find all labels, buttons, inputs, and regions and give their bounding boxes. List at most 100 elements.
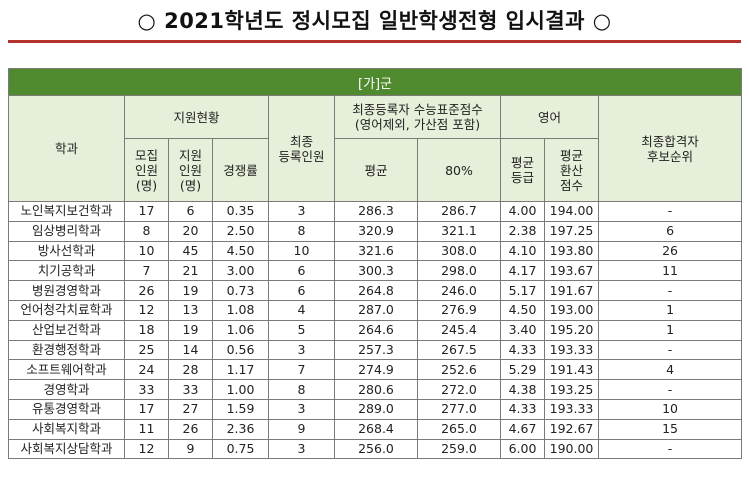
table-row: 언어청각치료학과 12 13 1.08 4 287.0 276.9 4.50 193.00 1 — [8, 299, 743, 321]
cell-dept: 치기공학과 — [8, 260, 125, 282]
cell-eng-score: 193.67 — [544, 260, 599, 282]
cell-eng-score: 195.20 — [544, 319, 599, 341]
cell-csat-80: 298.0 — [417, 260, 501, 282]
cell-eng-grade: 4.50 — [500, 299, 545, 321]
table-row: 임상병리학과 8 20 2.50 8 320.9 321.1 2.38 197.25 6 — [8, 220, 743, 242]
cell-enrolled: 3 — [268, 339, 335, 361]
table-row: 방사선학과 10 45 4.50 10 321.6 308.0 4.10 193.80 26 — [8, 240, 743, 262]
cell-csat-avg: 257.3 — [334, 339, 418, 361]
cell-enrolled: 7 — [268, 359, 335, 381]
cell-csat-avg: 287.0 — [334, 299, 418, 321]
cell-eng-grade: 4.67 — [500, 418, 545, 440]
cell-applicants: 19 — [168, 280, 213, 301]
cell-applicants: 28 — [168, 359, 213, 381]
cell-csat-avg: 280.6 — [334, 379, 418, 400]
cell-csat-avg: 264.8 — [334, 280, 418, 301]
cell-csat-80: 245.4 — [417, 319, 501, 341]
cell-eng-grade: 4.17 — [500, 260, 545, 282]
cell-csat-avg: 286.3 — [334, 201, 418, 222]
cell-recruit: 11 — [124, 418, 169, 440]
cell-csat-80: 308.0 — [417, 240, 501, 262]
header-enrolled: 최종 등록인원 — [268, 95, 335, 202]
table-row: 소프트웨어학과 24 28 1.17 7 274.9 252.6 5.29 191.43 4 — [8, 359, 743, 381]
cell-eng-grade: 4.33 — [500, 398, 545, 420]
cell-csat-avg: 268.4 — [334, 418, 418, 440]
cell-ratio: 1.08 — [212, 299, 269, 321]
cell-applicants: 45 — [168, 240, 213, 262]
cell-waitlist: 6 — [597, 220, 743, 242]
cell-recruit: 33 — [124, 379, 169, 400]
cell-csat-80: 272.0 — [417, 379, 501, 400]
cell-recruit: 12 — [124, 299, 169, 321]
cell-applicants: 13 — [168, 299, 213, 321]
cell-recruit: 26 — [124, 280, 169, 301]
cell-waitlist: 1 — [597, 319, 743, 341]
cell-waitlist: 15 — [597, 418, 743, 440]
cell-waitlist: 1 — [597, 299, 743, 321]
cell-dept: 환경행정학과 — [8, 339, 125, 361]
cell-csat-80: 286.7 — [417, 201, 501, 222]
cell-waitlist: 10 — [597, 398, 743, 420]
cell-enrolled: 6 — [268, 260, 335, 282]
header-support-status: 지원현황 — [124, 95, 269, 139]
cell-enrolled: 3 — [268, 438, 335, 460]
header-ratio: 경쟁률 — [212, 138, 269, 202]
cell-csat-avg: 300.3 — [334, 260, 418, 282]
cell-applicants: 9 — [168, 438, 213, 460]
cell-recruit: 7 — [124, 260, 169, 282]
cell-eng-score: 193.33 — [544, 339, 599, 361]
header-csat-avg: 평균 — [334, 138, 418, 202]
cell-ratio: 2.36 — [212, 418, 269, 440]
cell-waitlist: - — [597, 438, 743, 460]
cell-eng-score: 193.00 — [544, 299, 599, 321]
cell-eng-grade: 5.29 — [500, 359, 545, 381]
cell-ratio: 0.73 — [212, 280, 269, 301]
cell-recruit: 18 — [124, 319, 169, 341]
cell-waitlist: - — [597, 201, 743, 222]
cell-eng-grade: 4.10 — [500, 240, 545, 262]
cell-applicants: 6 — [168, 201, 213, 222]
cell-dept: 산업보건학과 — [8, 319, 125, 341]
cell-ratio: 1.59 — [212, 398, 269, 420]
cell-enrolled: 4 — [268, 299, 335, 321]
header-recruit: 모집 인원 (명) — [124, 138, 169, 202]
table-row: 환경행정학과 25 14 0.56 3 257.3 267.5 4.33 193.33- — [8, 339, 743, 361]
header-eng-score: 평균 환산 점수 — [544, 138, 599, 202]
header-english: 영어 — [500, 95, 599, 139]
cell-eng-score: 191.43 — [544, 359, 599, 381]
table-row: 사회복지학과 11 26 2.36 9 268.4 265.0 4.67 192.67 15 — [8, 418, 743, 440]
cell-eng-grade: 2.38 — [500, 220, 545, 242]
cell-csat-80: 252.6 — [417, 359, 501, 381]
cell-ratio: 0.75 — [212, 438, 269, 460]
header-eng-grade: 평균 등급 — [500, 138, 545, 202]
cell-waitlist: - — [597, 339, 743, 361]
cell-eng-grade: 3.40 — [500, 319, 545, 341]
cell-csat-80: 265.0 — [417, 418, 501, 440]
cell-eng-score: 191.67 — [544, 280, 599, 301]
cell-applicants: 19 — [168, 319, 213, 341]
header-csat-80: 80% — [417, 138, 501, 202]
cell-csat-avg: 274.9 — [334, 359, 418, 381]
cell-dept: 노인복지보건학과 — [8, 201, 125, 222]
cell-enrolled: 10 — [268, 240, 335, 262]
cell-csat-80: 321.1 — [417, 220, 501, 242]
cell-waitlist: - — [597, 280, 743, 301]
cell-applicants: 21 — [168, 260, 213, 282]
cell-enrolled: 3 — [268, 398, 335, 420]
cell-csat-avg: 256.0 — [334, 438, 418, 460]
admission-results-table: [가]군 학과 지원현황 최종 등록인원 최종등록자 수능표준점수 (영어제외,… — [7, 68, 743, 460]
cell-eng-score: 190.00 — [544, 438, 599, 460]
cell-csat-avg: 264.6 — [334, 319, 418, 341]
cell-recruit: 24 — [124, 359, 169, 381]
cell-eng-grade: 4.33 — [500, 339, 545, 361]
cell-dept: 경영학과 — [8, 379, 125, 400]
cell-enrolled: 8 — [268, 379, 335, 400]
cell-waitlist: 4 — [597, 359, 743, 381]
cell-recruit: 12 — [124, 438, 169, 460]
cell-eng-score: 193.25 — [544, 379, 599, 400]
cell-eng-grade: 6.00 — [500, 438, 545, 460]
title-divider — [8, 40, 741, 43]
cell-eng-score: 197.25 — [544, 220, 599, 242]
cell-eng-score: 193.80 — [544, 240, 599, 262]
table-row: 병원경영학과 26 19 0.73 6 264.8 246.0 5.17 191.67- — [8, 280, 743, 301]
